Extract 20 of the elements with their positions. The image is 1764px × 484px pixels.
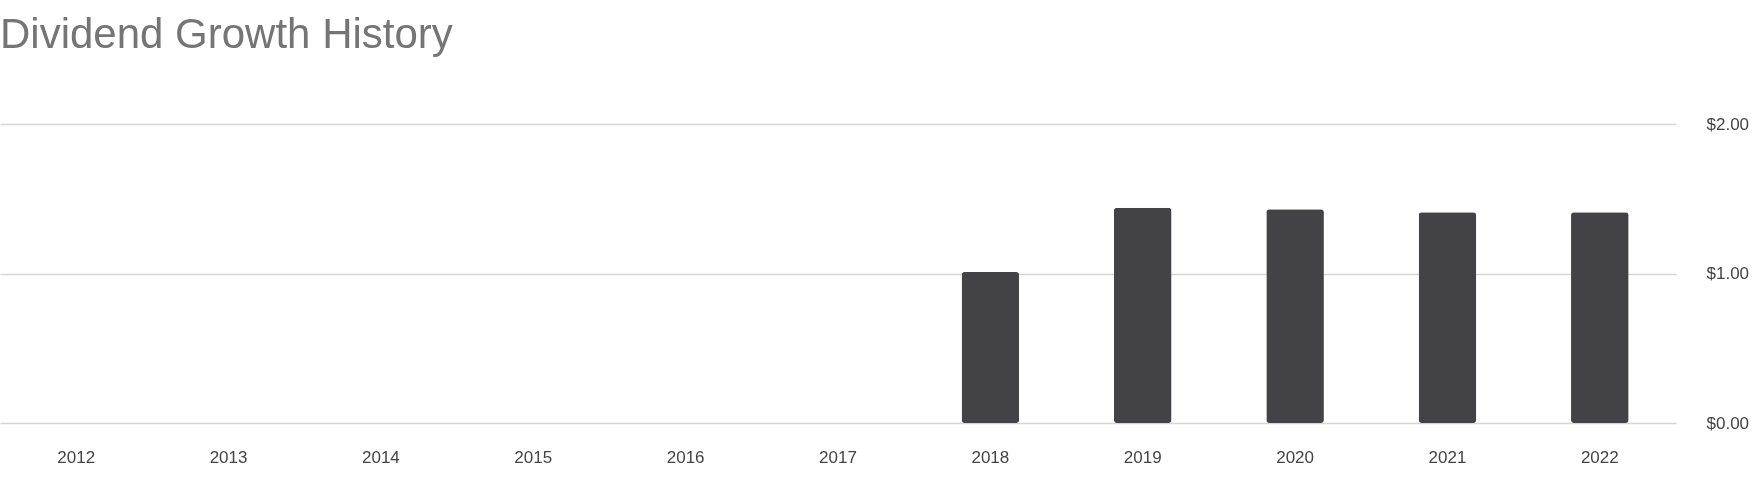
- x-tick-label: 2012: [57, 447, 96, 467]
- x-tick-label: 2013: [209, 447, 248, 467]
- x-tick-label: 2019: [1123, 447, 1162, 467]
- bar: [1266, 209, 1324, 423]
- y-tick-label: $0.00: [1706, 413, 1750, 433]
- x-tick-label: 2014: [362, 447, 400, 467]
- y-tick-label: $2.00: [1706, 114, 1750, 134]
- x-tick-label: 2018: [971, 447, 1010, 467]
- x-tick-label: 2020: [1276, 447, 1315, 467]
- x-tick-label: 2016: [666, 447, 705, 467]
- bar: [1113, 207, 1172, 423]
- y-tick-label: $1.00: [1706, 264, 1750, 283]
- x-tick-label: 2021: [1428, 447, 1467, 467]
- x-tick-label: 2015: [514, 447, 553, 467]
- x-tick-label: 2022: [1580, 447, 1619, 467]
- x-tick-label: 2017: [819, 447, 857, 467]
- bar: [1418, 212, 1477, 423]
- bar: [961, 272, 1020, 423]
- chart-title: Dividend Growth History: [0, 10, 453, 57]
- bar: [1571, 212, 1629, 423]
